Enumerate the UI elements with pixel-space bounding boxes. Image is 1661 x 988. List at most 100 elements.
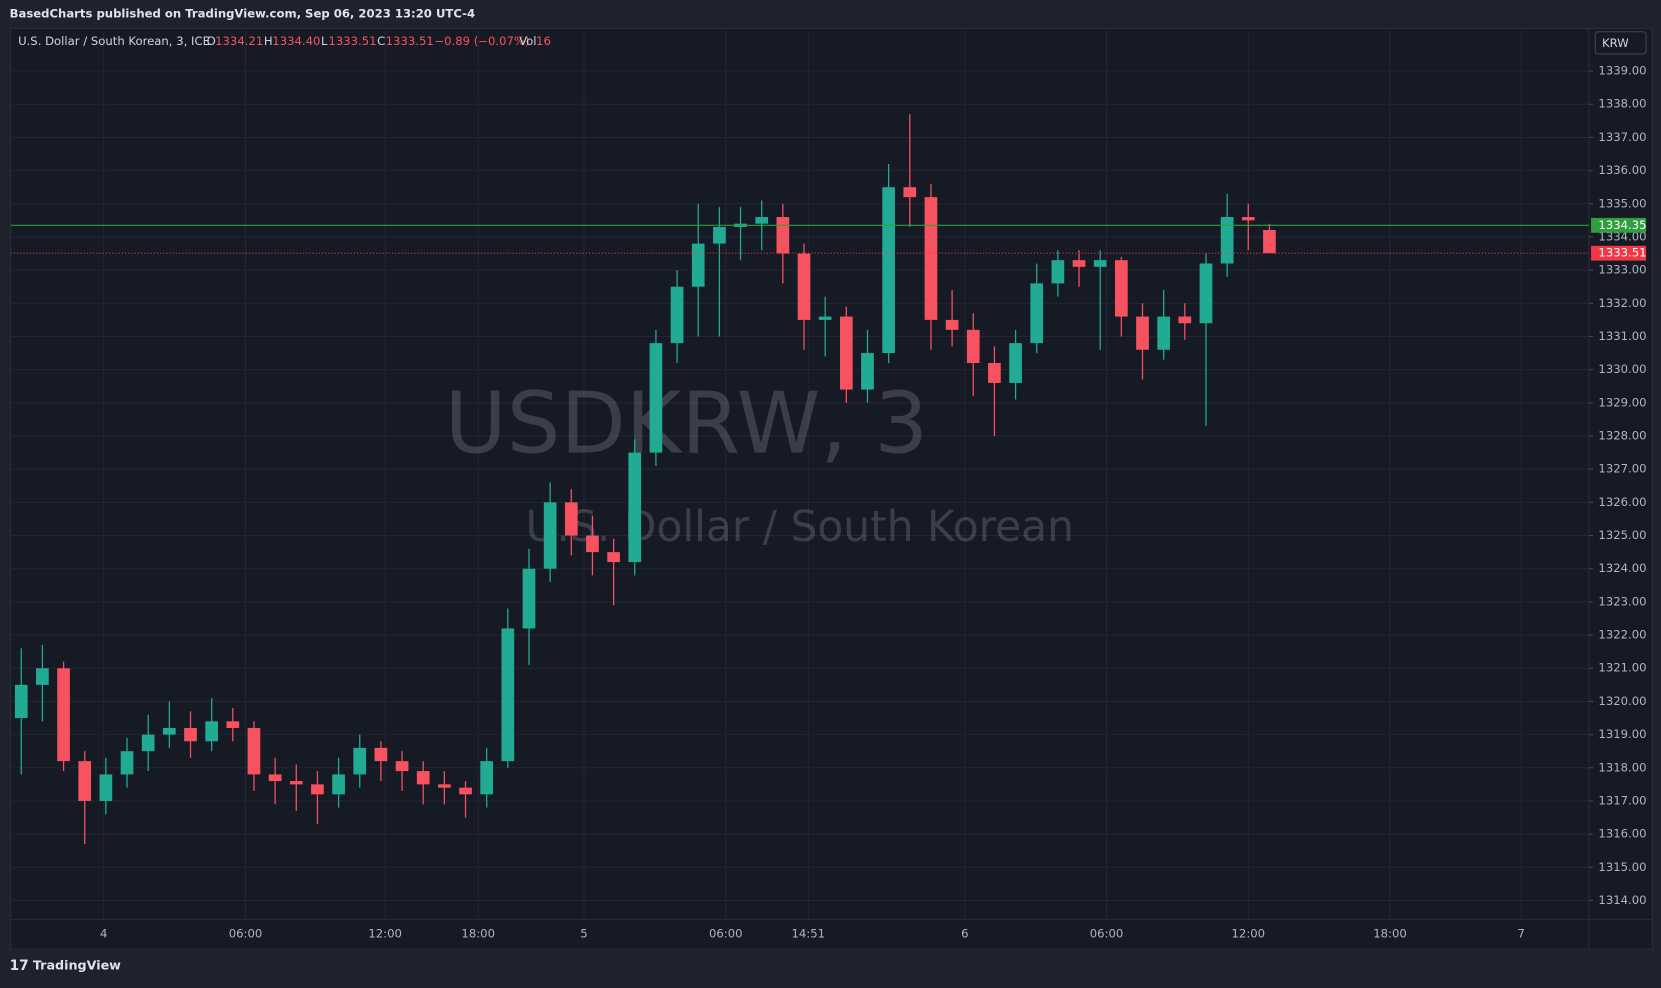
candle-body: [247, 727, 261, 775]
x-tick-label: 6: [961, 927, 968, 941]
candle-body: [522, 568, 536, 629]
candle-body: [14, 684, 28, 719]
x-tick-label: 5: [580, 927, 587, 941]
high-label: H: [264, 34, 273, 48]
y-tick-label: 1323.00: [1598, 594, 1646, 608]
candle-body: [903, 187, 917, 198]
candle-body: [120, 751, 134, 775]
high-value: 1334.40: [272, 34, 320, 48]
x-tick-label: 06:00: [709, 927, 743, 941]
price-label-box: [1591, 217, 1647, 233]
y-tick-label: 1322.00: [1598, 628, 1646, 642]
candle-body: [501, 628, 515, 762]
candle-body: [649, 343, 663, 453]
x-tick-label: 12:00: [1232, 927, 1266, 941]
y-tick-label: 1332.00: [1598, 296, 1646, 310]
y-tick-label: 1320.00: [1598, 694, 1646, 708]
watermark-description: U.S. Dollar / South Korean: [526, 502, 1074, 551]
candle-body: [945, 319, 959, 330]
candle-body: [226, 721, 240, 728]
candle-body: [966, 329, 980, 364]
y-tick-label: 1338.00: [1598, 97, 1646, 111]
candle-body: [818, 316, 832, 320]
x-tick-label: 4: [100, 927, 107, 941]
candle-body: [670, 286, 684, 344]
y-tick-label: 1329.00: [1598, 395, 1646, 409]
y-tick-label: 1331.00: [1598, 329, 1646, 343]
candle-body: [395, 761, 409, 772]
price-label: 1333.51: [1598, 246, 1646, 260]
candle-body: [459, 787, 472, 795]
candle-body: [628, 452, 642, 563]
candle-body: [1178, 316, 1192, 324]
candle-body: [184, 727, 197, 742]
close-value: 1333.51: [386, 34, 434, 48]
y-tick-label: 1315.00: [1598, 860, 1646, 874]
y-tick-label: 1318.00: [1598, 760, 1646, 774]
candle-body: [99, 774, 113, 801]
low-value: 1333.51: [328, 34, 376, 48]
candle-body: [311, 784, 324, 795]
candle-body: [691, 243, 705, 287]
x-tick-label: 12:00: [368, 927, 402, 941]
candle-body: [797, 253, 811, 320]
x-tick-label: 14:51: [791, 927, 825, 941]
candle-body: [1263, 229, 1276, 254]
candle-body: [1009, 343, 1022, 383]
y-tick-label: 1316.00: [1598, 827, 1646, 841]
y-tick-label: 1325.00: [1598, 528, 1646, 542]
y-tick-label: 1334.00: [1598, 229, 1646, 243]
candle-body: [1220, 217, 1234, 264]
y-tick-label: 1317.00: [1598, 793, 1646, 807]
x-tick-label: 06:00: [229, 927, 263, 941]
y-tick-label: 1326.00: [1598, 495, 1646, 509]
candle-body: [755, 217, 769, 224]
candle-body: [882, 187, 895, 354]
y-tick-label: 1337.00: [1598, 130, 1646, 144]
x-tick-label: 7: [1517, 927, 1524, 941]
currency-button[interactable]: [1594, 31, 1647, 55]
candle-body: [289, 781, 303, 785]
low-label: L: [321, 34, 328, 48]
candle-body: [988, 363, 1001, 383]
candle-body: [353, 747, 367, 775]
y-tick-label: 1327.00: [1598, 462, 1646, 476]
footer-logo-mark: 𝟭𝟳: [10, 958, 29, 974]
currency-label[interactable]: KRW: [1602, 36, 1629, 50]
candle-body: [543, 502, 557, 569]
candle-body: [1157, 316, 1171, 350]
candle-body: [57, 668, 70, 762]
vol-label: Vol: [519, 34, 536, 48]
candle-body: [924, 197, 938, 320]
chart-pane: [10, 28, 1653, 950]
change-value: −0.89 (−0.07%): [434, 34, 529, 48]
candle-body: [268, 774, 282, 782]
candle-body: [1136, 316, 1149, 350]
y-tick-label: 1336.00: [1598, 163, 1646, 177]
y-tick-label: 1330.00: [1598, 362, 1646, 376]
legend: U.S. Dollar / South Korean, 3, ICE O 133…: [18, 34, 551, 48]
y-tick-label: 1328.00: [1598, 429, 1646, 443]
y-tick-label: 1321.00: [1598, 661, 1646, 675]
y-tick-label: 1314.00: [1598, 893, 1646, 907]
candle-body: [607, 552, 620, 563]
candle-body: [1030, 283, 1044, 344]
footer-brand[interactable]: TradingView: [33, 957, 121, 972]
x-tick-label: 18:00: [1373, 927, 1407, 941]
candle-body: [586, 535, 599, 553]
candle-body: [416, 771, 430, 785]
candle-body: [205, 721, 219, 742]
candle-body: [78, 761, 92, 801]
y-tick-label: 1319.00: [1598, 727, 1646, 741]
candle-body: [564, 502, 578, 536]
candle-body: [438, 784, 451, 788]
candle-body: [374, 747, 388, 762]
published-note: BasedCharts published on TradingView.com…: [10, 6, 475, 20]
vol-value: 16: [536, 34, 551, 48]
candle-body: [839, 316, 853, 390]
candle-body: [776, 217, 790, 254]
candle-body: [36, 668, 49, 685]
candle-body: [1051, 260, 1065, 284]
candle-body: [480, 761, 494, 795]
